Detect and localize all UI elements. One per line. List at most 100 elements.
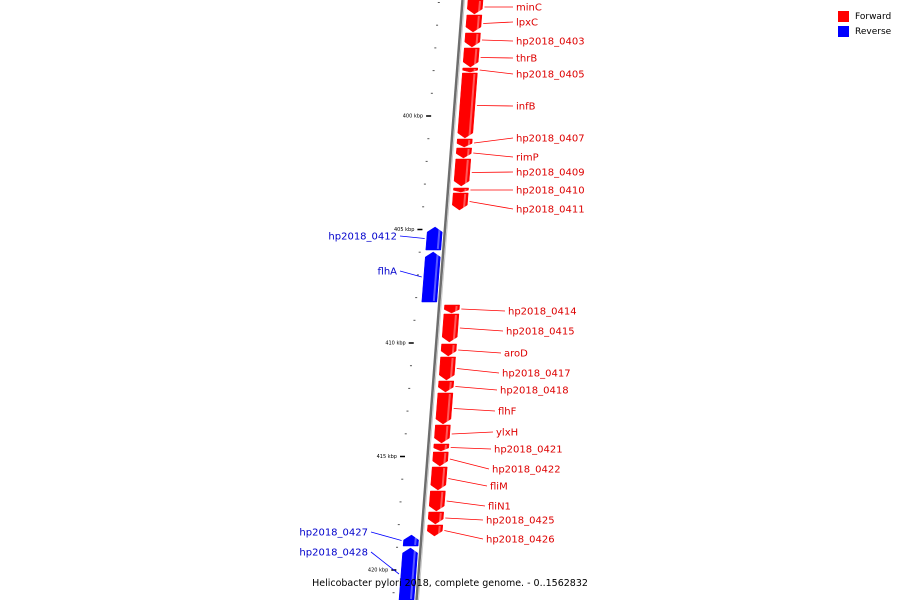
gene-label[interactable]: thrB — [516, 54, 537, 65]
gene-feature[interactable] — [462, 47, 480, 68]
gene-label[interactable]: hp2018_0405 — [516, 70, 585, 81]
gene-highlight — [462, 193, 467, 210]
gene-feature[interactable] — [428, 490, 446, 512]
gene-highlight — [438, 512, 442, 524]
label-leader — [449, 458, 490, 470]
gene-feature[interactable] — [434, 424, 451, 444]
gene-label[interactable]: minC — [516, 3, 542, 14]
gene-label[interactable]: hp2018_0425 — [486, 516, 555, 527]
gene-label[interactable]: hp2018_0417 — [502, 369, 571, 380]
gene-feature[interactable] — [402, 534, 419, 547]
gene-feature[interactable] — [456, 138, 473, 148]
gene-feature[interactable] — [398, 547, 418, 600]
tick-label: 420 kbp — [368, 568, 388, 574]
gene-feature[interactable] — [425, 226, 443, 251]
gene-feature[interactable] — [452, 192, 469, 211]
tick-label: 415 kbp — [377, 454, 397, 460]
backbone-line — [415, 0, 464, 600]
gene-label[interactable]: hp2018_0411 — [516, 205, 585, 216]
label-leader — [458, 349, 502, 354]
gene-label[interactable]: hp2018_0427 — [299, 528, 368, 539]
label-leader — [399, 270, 422, 278]
label-leader — [481, 39, 514, 42]
gene-label[interactable]: fliN1 — [488, 502, 511, 513]
gene-label[interactable]: aroD — [504, 349, 528, 360]
gene-label[interactable]: hp2018_0418 — [500, 386, 569, 397]
gene-label[interactable]: rimP — [516, 153, 539, 164]
gene-label[interactable]: hp2018_0415 — [506, 327, 575, 338]
forward-swatch — [838, 11, 849, 22]
gene-feature[interactable] — [421, 251, 441, 303]
label-leader — [461, 308, 506, 312]
gene-label[interactable]: infB — [516, 102, 536, 113]
gene-feature[interactable] — [439, 356, 456, 381]
label-leader — [399, 235, 425, 239]
gene-highlight — [451, 344, 455, 356]
label-leader — [450, 447, 492, 450]
label-leader — [370, 551, 400, 575]
gene-feature[interactable] — [455, 147, 472, 159]
label-leader — [451, 431, 494, 435]
gene-label[interactable]: hp2018_0412 — [328, 232, 397, 243]
gene-label[interactable]: flhA — [378, 267, 398, 278]
gene-label[interactable]: flhF — [498, 407, 517, 418]
gene-highlight — [449, 357, 454, 380]
gene-label[interactable]: hp2018_0414 — [508, 307, 577, 318]
gene-label[interactable]: hp2018_0410 — [516, 186, 585, 197]
gene-feature[interactable] — [453, 158, 472, 187]
gene-highlight — [446, 393, 451, 424]
gene-highlight — [452, 314, 457, 342]
gene-feature[interactable] — [435, 392, 454, 425]
gene-feature[interactable] — [427, 524, 444, 537]
label-leader — [483, 21, 514, 24]
label-leader — [479, 69, 514, 75]
gene-highlight — [432, 252, 439, 302]
label-leader — [476, 105, 514, 107]
genome-caption: Helicobacter pylori 2018, complete genom… — [312, 578, 588, 589]
gene-feature[interactable] — [462, 67, 479, 73]
legend-forward: Forward — [838, 9, 891, 24]
label-leader — [453, 408, 496, 412]
gene-highlight — [455, 305, 458, 313]
gene-label[interactable]: hp2018_0421 — [494, 445, 563, 456]
gene-label[interactable]: lpxC — [516, 18, 538, 29]
gene-label[interactable]: hp2018_0428 — [299, 548, 368, 559]
gene-highlight — [466, 148, 470, 158]
gene-feature[interactable] — [430, 466, 448, 491]
gene-highlight — [445, 425, 449, 443]
gene-feature[interactable] — [433, 443, 450, 452]
gene-feature[interactable] — [440, 343, 457, 357]
gene-label[interactable]: hp2018_0403 — [516, 37, 585, 48]
legend-forward-label: Forward — [855, 11, 892, 22]
gene-features — [398, 0, 484, 600]
gene-highlight — [410, 548, 416, 600]
label-leader — [456, 368, 500, 374]
gene-feature[interactable] — [427, 511, 444, 525]
gene-feature[interactable] — [444, 304, 460, 314]
gene-feature[interactable] — [465, 14, 483, 33]
gene-feature[interactable] — [464, 32, 481, 48]
gene-label[interactable]: hp2018_0426 — [486, 535, 555, 546]
gene-label[interactable]: hp2018_0422 — [492, 465, 561, 476]
gene-label[interactable]: fliM — [490, 482, 508, 493]
gene-feature[interactable] — [467, 0, 484, 15]
gene-highlight — [437, 525, 441, 536]
gene-label[interactable]: hp2018_0409 — [516, 168, 585, 179]
gene-feature[interactable] — [432, 451, 449, 467]
gene-label[interactable]: ylxH — [496, 428, 518, 439]
label-leader — [444, 530, 484, 540]
gene-highlight — [436, 227, 441, 250]
gene-feature[interactable] — [457, 72, 478, 139]
strand-legend: Forward Reverse — [838, 9, 891, 39]
label-leader — [480, 57, 514, 59]
label-leader — [473, 152, 514, 158]
gene-feature[interactable] — [438, 380, 455, 393]
gene-feature[interactable] — [441, 313, 460, 343]
gene-label[interactable]: hp2018_0407 — [516, 134, 585, 145]
label-leader — [459, 327, 504, 332]
gene-highlight — [443, 452, 447, 466]
gene-feature[interactable] — [453, 187, 469, 193]
gene-highlight — [476, 15, 480, 32]
